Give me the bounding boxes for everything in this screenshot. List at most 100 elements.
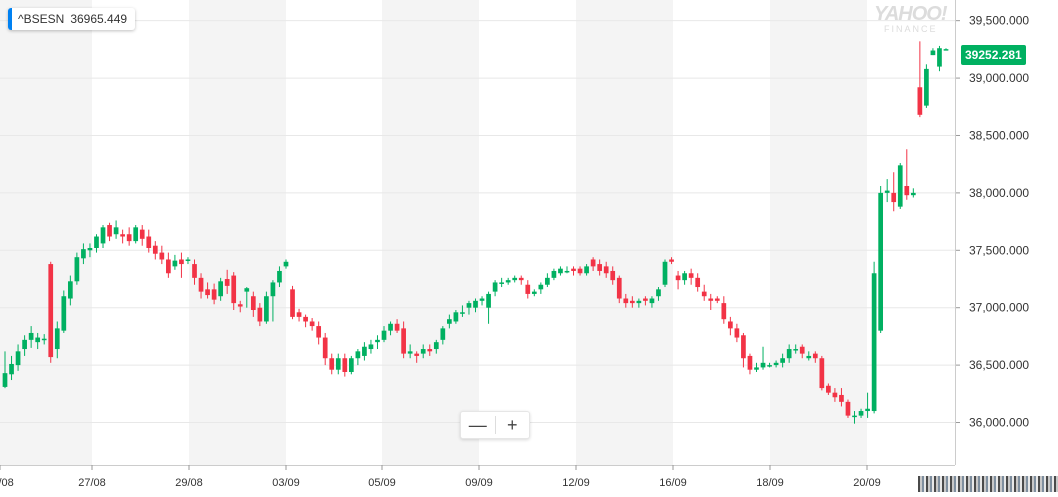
candle-body (917, 87, 923, 115)
candle-body (22, 339, 27, 350)
candle-body (714, 298, 720, 301)
candle-body (858, 411, 864, 416)
candle-body (433, 342, 439, 350)
candle-body (734, 328, 740, 338)
candle-body (368, 344, 374, 350)
y-tick-label: 39,000.000 (969, 71, 1029, 85)
candle-body (107, 225, 112, 237)
candle-body (35, 337, 41, 343)
candle-body (133, 227, 139, 242)
zoom-in-button[interactable]: + (506, 414, 518, 435)
candle-body (94, 236, 99, 248)
candle-body (264, 296, 269, 322)
candle-body (290, 289, 295, 317)
zoom-out-button[interactable]: — (468, 414, 487, 435)
candle-body (179, 259, 184, 265)
candle-body (564, 270, 570, 273)
candle-body (270, 282, 276, 297)
candle-body (878, 192, 884, 331)
candle-body (139, 229, 145, 239)
candle-body (845, 401, 851, 416)
candle-body (786, 349, 792, 359)
candle-body (375, 339, 380, 343)
series-legend[interactable]: ^BSESN 36965.449 (8, 8, 136, 30)
candle-body (244, 288, 250, 292)
date-band (576, 0, 673, 465)
candle-body (852, 415, 857, 418)
candle-body (754, 367, 759, 370)
candle-body (224, 279, 230, 286)
x-tick-label: 16/09 (659, 477, 687, 489)
date-band (189, 0, 286, 465)
candle-body (558, 268, 563, 274)
candle-body (643, 298, 648, 301)
candle-body (499, 282, 504, 284)
candle-body (649, 298, 655, 304)
candle-body (656, 289, 661, 297)
candle-body (610, 270, 616, 281)
candle-body (15, 351, 21, 366)
candle-body (218, 281, 223, 297)
candle-body (198, 277, 204, 292)
candle-body (211, 289, 217, 300)
candle-body (355, 351, 361, 359)
candle-body (316, 326, 322, 338)
candle-body (616, 277, 622, 299)
candle-body (100, 227, 106, 244)
candle-body (571, 268, 576, 271)
candle-body (551, 270, 557, 278)
candle-body (682, 273, 687, 281)
candle-body (623, 298, 629, 304)
candle-body (159, 252, 165, 260)
y-tick-label: 39,500.000 (969, 14, 1029, 28)
candle-body (662, 261, 668, 285)
candle-body (322, 337, 328, 359)
candle-body (250, 296, 256, 310)
date-band (770, 0, 867, 465)
series-symbol: ^BSESN (18, 12, 65, 26)
candle-body (120, 234, 125, 237)
candle-body (826, 385, 831, 393)
candle-body (342, 358, 348, 372)
candle-body (407, 351, 413, 354)
candle-body (54, 328, 60, 350)
candle-body (28, 332, 34, 340)
candle-body (126, 234, 132, 242)
candle-body (335, 358, 341, 370)
x-tick-label: 26/08 (0, 477, 14, 489)
candle-body (473, 300, 478, 308)
candle-body (518, 277, 524, 281)
candle-body (780, 358, 785, 363)
candle-body (447, 319, 452, 324)
x-tick-label: 03/09 (272, 477, 300, 489)
candle-body (479, 298, 485, 301)
candle-body (440, 328, 446, 340)
candle-body (362, 346, 367, 356)
candle-body (806, 355, 812, 359)
y-tick-label: 37,500.000 (969, 243, 1029, 257)
candle-body (2, 373, 8, 387)
candle-body (603, 266, 609, 274)
candle-body (172, 260, 178, 267)
y-tick-label: 37,000.000 (969, 301, 1029, 315)
candle-body (505, 280, 511, 283)
navigator-thumbnail[interactable] (918, 476, 1058, 492)
candle-body (695, 277, 701, 288)
date-band (0, 0, 92, 465)
candle-body (937, 48, 942, 67)
candle-body (590, 259, 596, 267)
candle-body (205, 289, 210, 296)
candle-body (453, 312, 459, 322)
candle-body (87, 248, 93, 251)
y-tick-label: 38,500.000 (969, 128, 1029, 142)
candle-body (930, 50, 936, 56)
y-tick-label: 38,000.000 (969, 186, 1029, 200)
candle-body (388, 323, 393, 331)
candle-body (427, 349, 433, 352)
x-tick-label: 05/09 (368, 477, 396, 489)
x-tick-label: 20/09 (853, 477, 881, 489)
last-price-tag: 39252.281 (961, 45, 1026, 65)
candle-body (747, 355, 753, 370)
